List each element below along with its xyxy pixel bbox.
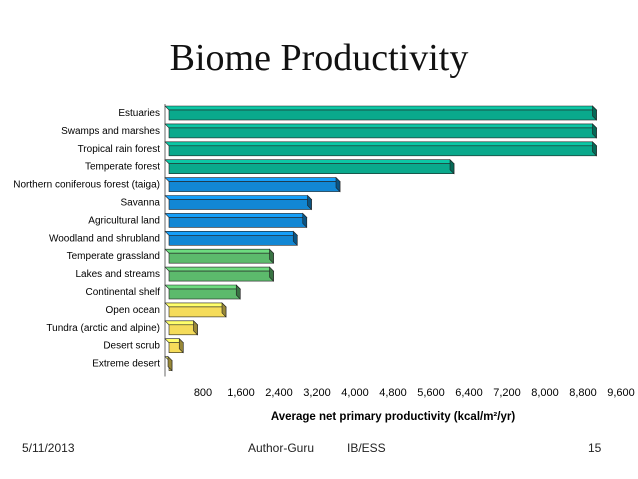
bar-side-face [221,302,227,318]
x-tick-label: 1,600 [227,387,255,399]
footer-page-number: 15 [588,441,602,455]
bar [164,266,275,282]
bar-front-face [168,181,341,192]
category-label: Open ocean [106,305,161,316]
bar [164,105,598,121]
bar-front-face [168,127,597,139]
bar-side-face [592,123,597,139]
bar-front-face [168,145,597,157]
x-axis-label: Average net primary productivity (kcal/m… [271,411,516,423]
bar-top-face [164,141,598,147]
bar [164,230,298,247]
footer-author: Author-Guru [248,441,315,455]
bar [164,355,173,372]
bar-top-face [164,177,341,182]
bar [164,337,184,354]
category-label: Estuaries [118,108,160,119]
bar-top-face [164,195,313,200]
x-tick-label: 5,600 [417,387,445,399]
bar-side-face [178,337,184,354]
bar-side-face [307,194,312,211]
bar-top-face [164,302,227,308]
bar-side-face [269,266,274,282]
bar-side-face [592,105,597,121]
bar-front-face [168,217,308,228]
category-label: Woodland and shrubland [49,233,160,244]
bar-top-face [164,248,275,254]
bar-top-face [164,105,598,111]
x-tick-label: 8,000 [531,387,559,399]
bar-top-face [164,231,298,236]
category-label: Swamps and marshes [61,126,160,137]
x-tick-label: 9,600 [607,387,635,399]
bar [164,284,241,300]
bar-top-face [164,123,598,129]
x-tick-label: 4,000 [341,387,369,399]
bar [164,123,598,139]
bar-front-face [168,199,312,210]
category-label: Desert scrub [103,341,160,352]
category-label: Temperate forest [85,162,160,173]
bar-front-face [168,270,274,282]
bar-side-face [167,355,173,372]
bar-front-face [168,306,227,318]
bar [164,158,455,175]
category-label: Continental shelf [86,287,161,298]
category-label: Temperate grassland [67,251,160,262]
bar-side-face [449,158,455,175]
footer-date: 5/11/2013 [22,441,75,455]
x-tick-label: 2,400 [265,387,293,399]
category-label: Northern coniferous forest (taiga) [13,180,160,191]
bar-side-face [193,320,198,336]
bar-front-face [168,288,241,300]
category-labels-group: Estuaries Swamps and marshes Tropical rain… [13,108,160,370]
bar [164,248,275,264]
bar-side-face [292,230,298,247]
bar-front-face [168,109,597,121]
x-tick-label: 8,800 [569,387,597,399]
bar-side-face [335,176,341,193]
bar-top-face [164,266,275,272]
category-label: Extreme desert [92,359,160,370]
x-axis: 800 1,600 2,400 3,200 4,000 4,800 5,600 6,400 7,… [164,104,635,399]
bar-side-face [592,141,597,157]
x-tick-label: 3,200 [303,387,331,399]
bar-side-face [302,212,308,229]
bar-side-face [235,284,241,300]
x-tick-label: 6,400 [455,387,483,399]
footer-course: IB/ESS [347,441,386,455]
bar [164,320,199,336]
bar [164,302,227,318]
x-tick-label: 7,200 [493,387,521,399]
bar-top-face [164,213,308,218]
bar-top-face [164,320,199,326]
bar-front-face [168,235,298,246]
category-label: Savanna [121,198,161,209]
bars-group [164,105,598,372]
bar [164,176,341,193]
bar [164,141,598,157]
bar-top-face [164,284,241,290]
bar-top-face [164,159,455,164]
bar-side-face [269,248,274,264]
category-label: Lakes and streams [76,269,161,280]
category-label: Agricultural land [88,215,160,226]
category-label: Tropical rain forest [78,144,161,155]
bar-front-face [168,252,274,264]
x-tick-label: 800 [194,387,212,399]
bar [164,194,313,211]
bar [164,212,308,229]
category-label: Tundra (arctic and alpine) [46,323,160,334]
x-tick-label: 4,800 [379,387,407,399]
bar-front-face [168,163,455,174]
slide-title: Biome Productivity [169,37,469,79]
